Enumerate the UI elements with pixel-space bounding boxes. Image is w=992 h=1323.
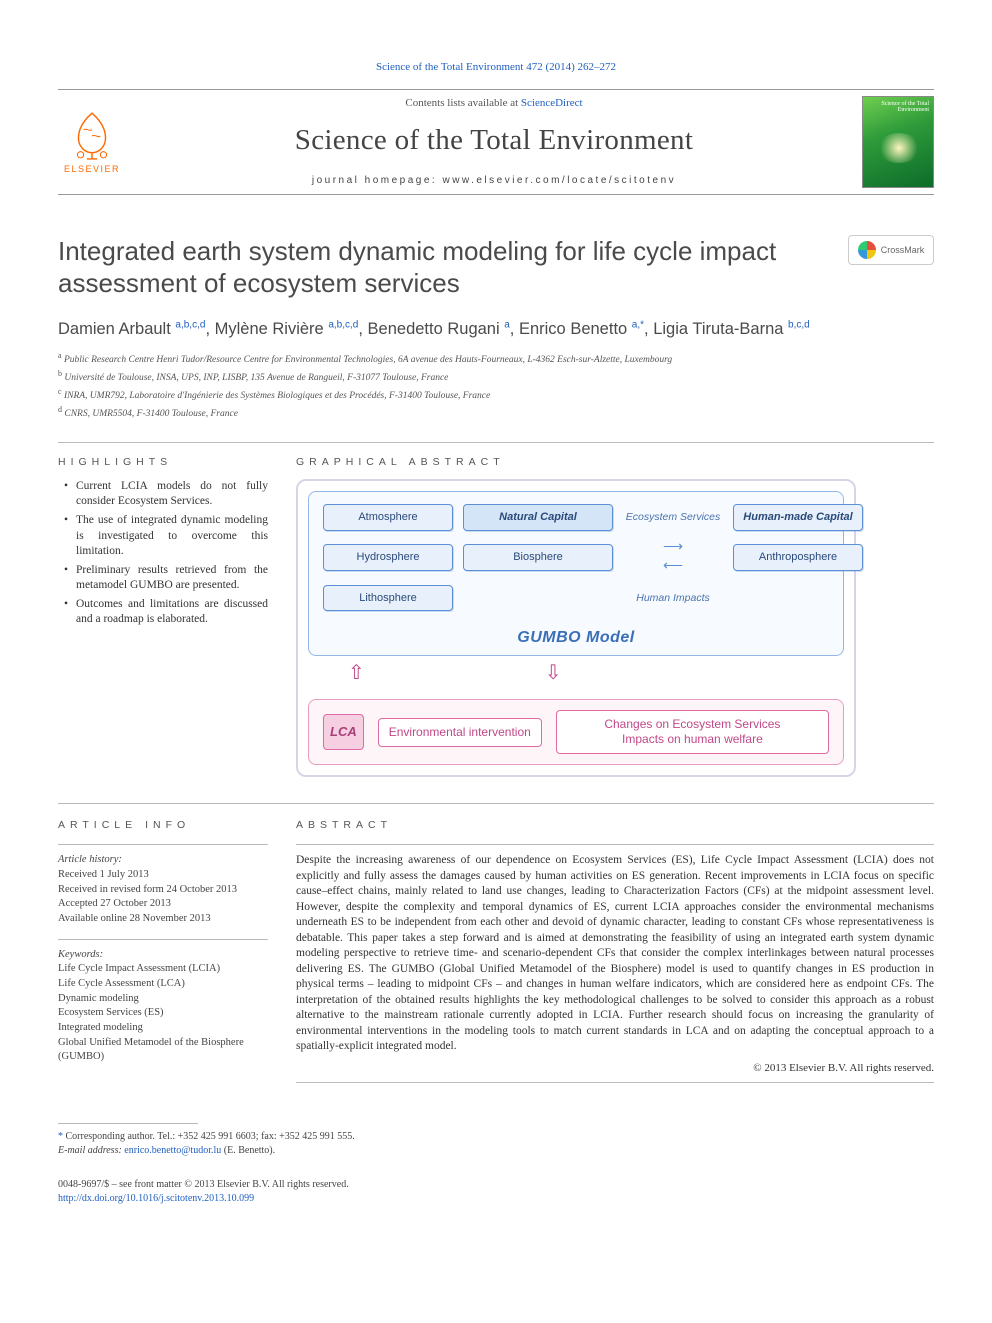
ga-label-ecosystem-services: Ecosystem Services bbox=[623, 510, 723, 524]
ga-box-hydrosphere: Hydrosphere bbox=[323, 544, 453, 571]
author-4[interactable]: Ligia Tiruta-Barna b,c,d bbox=[653, 320, 810, 338]
highlight-item: The use of integrated dynamic modeling i… bbox=[68, 513, 268, 560]
ga-box-human-capital: Human-made Capital bbox=[733, 504, 863, 531]
homepage-url[interactable]: www.elsevier.com/locate/scitotenv bbox=[442, 175, 676, 186]
highlight-item: Current LCIA models do not fully conside… bbox=[68, 479, 268, 510]
ga-model-name: GUMBO Model bbox=[323, 627, 829, 649]
journal-cover-thumbnail[interactable]: Science of the Total Environment bbox=[862, 96, 934, 188]
highlights-list: Current LCIA models do not fully conside… bbox=[58, 479, 268, 628]
history-item: Accepted 27 October 2013 bbox=[58, 897, 268, 912]
contents-prefix: Contents lists available at bbox=[405, 97, 520, 109]
journal-name: Science of the Total Environment bbox=[144, 121, 844, 160]
abstract-rule bbox=[296, 844, 934, 845]
article-info-heading: ARTICLE INFO bbox=[58, 818, 268, 832]
history-item: Received in revised form 24 October 2013 bbox=[58, 883, 268, 898]
journal-homepage: journal homepage: www.elsevier.com/locat… bbox=[144, 174, 844, 188]
sciencedirect-link[interactable]: ScienceDirect bbox=[521, 97, 583, 109]
crossmark-icon bbox=[858, 241, 876, 259]
corresponding-text: Corresponding author. Tel.: +352 425 991… bbox=[66, 1131, 355, 1142]
abstract-copyright: © 2013 Elsevier B.V. All rights reserved… bbox=[296, 1061, 934, 1076]
ga-box-biosphere: Biosphere bbox=[463, 544, 613, 571]
highlights-heading: HIGHLIGHTS bbox=[58, 455, 268, 469]
doi-link[interactable]: http://dx.doi.org/10.1016/j.scitotenv.20… bbox=[58, 1193, 254, 1204]
graphical-abstract-heading: GRAPHICAL ABSTRACT bbox=[296, 455, 934, 469]
footnote-rule bbox=[58, 1123, 198, 1124]
author-0[interactable]: Damien Arbault a,b,c,d bbox=[58, 320, 205, 338]
highlight-item: Preliminary results retrieved from the m… bbox=[68, 563, 268, 594]
keyword: Life Cycle Impact Assessment (LCIA) bbox=[58, 962, 268, 977]
email-label: E-mail address: bbox=[58, 1145, 122, 1156]
author-3[interactable]: Enrico Benetto a,* bbox=[519, 320, 644, 338]
header-top-rule bbox=[58, 89, 934, 90]
history-label: Article history: bbox=[58, 853, 268, 868]
ga-lca-box: LCA bbox=[323, 714, 364, 750]
article-history: Article history: Received 1 July 2013 Re… bbox=[58, 853, 268, 926]
article-title: Integrated earth system dynamic modeling… bbox=[58, 235, 828, 300]
keyword: Life Cycle Assessment (LCA) bbox=[58, 977, 268, 992]
elsevier-logo[interactable]: ELSEVIER bbox=[58, 103, 126, 181]
affiliation-c: c INRA, UMR792, Laboratoire d'Ingénierie… bbox=[58, 386, 934, 404]
abstract-bottom-rule bbox=[296, 1082, 934, 1083]
arrow-up-icon: ⇧ bbox=[348, 660, 365, 687]
authors-line: Damien Arbault a,b,c,d, Mylène Rivière a… bbox=[58, 318, 934, 340]
contents-line: Contents lists available at ScienceDirec… bbox=[144, 96, 844, 111]
ga-box-natural-capital: Natural Capital bbox=[463, 504, 613, 531]
keywords-block: Keywords: Life Cycle Impact Assessment (… bbox=[58, 948, 268, 1066]
graphical-abstract-figure: Atmosphere Natural Capital Ecosystem Ser… bbox=[296, 479, 856, 777]
keyword: Ecosystem Services (ES) bbox=[58, 1006, 268, 1021]
info-rule-2 bbox=[58, 939, 268, 940]
crossmark-label: CrossMark bbox=[881, 244, 925, 256]
divider-1 bbox=[58, 442, 934, 443]
author-2[interactable]: Benedetto Rugani a bbox=[368, 320, 510, 338]
elsevier-tree-icon bbox=[66, 109, 118, 161]
ga-bottom-panel: LCA Environmental intervention Changes o… bbox=[308, 699, 844, 765]
ga-arrow-right-icon: ⟶⟵ bbox=[623, 539, 723, 577]
affiliation-b: b Université de Toulouse, INSA, UPS, INP… bbox=[58, 368, 934, 386]
abstract-text: Despite the increasing awareness of our … bbox=[296, 853, 934, 1055]
top-citation[interactable]: Science of the Total Environment 472 (20… bbox=[58, 60, 934, 75]
ga-box-anthroposphere: Anthroposphere bbox=[733, 544, 863, 571]
divider-2 bbox=[58, 803, 934, 804]
elsevier-wordmark: ELSEVIER bbox=[64, 163, 120, 175]
highlight-item: Outcomes and limitations are discussed a… bbox=[68, 597, 268, 628]
footer-copyright: 0048-9697/$ – see front matter © 2013 El… bbox=[58, 1178, 934, 1192]
corresponding-footnote: * Corresponding author. Tel.: +352 425 9… bbox=[58, 1130, 934, 1158]
affiliation-d: d CNRS, UMR5504, F-31400 Toulouse, Franc… bbox=[58, 404, 934, 422]
author-1[interactable]: Mylène Rivière a,b,c,d bbox=[215, 320, 359, 338]
ga-box-atmosphere: Atmosphere bbox=[323, 504, 453, 531]
ga-env-intervention-box: Environmental intervention bbox=[378, 718, 542, 747]
journal-header: ELSEVIER Contents lists available at Sci… bbox=[58, 96, 934, 188]
ga-vertical-arrows: ⇧ ⇩ bbox=[348, 660, 844, 687]
arrow-down-icon: ⇩ bbox=[545, 660, 562, 687]
keyword: Dynamic modeling bbox=[58, 992, 268, 1007]
footer: 0048-9697/$ – see front matter © 2013 El… bbox=[58, 1178, 934, 1206]
homepage-label: journal homepage: bbox=[312, 175, 443, 186]
header-bottom-rule bbox=[58, 194, 934, 195]
cover-label: Science of the Total Environment bbox=[867, 101, 929, 113]
keywords-label: Keywords: bbox=[58, 948, 268, 963]
ga-changes-box: Changes on Ecosystem Services Impacts on… bbox=[556, 710, 829, 754]
affiliation-a: a Public Research Centre Henri Tudor/Res… bbox=[58, 350, 934, 368]
ga-label-human-impacts: Human Impacts bbox=[623, 591, 723, 605]
keyword: Global Unified Metamodel of the Biospher… bbox=[58, 1036, 268, 1065]
history-item: Received 1 July 2013 bbox=[58, 868, 268, 883]
keyword: Integrated modeling bbox=[58, 1021, 268, 1036]
corresponding-email-link[interactable]: enrico.benetto@tudor.lu bbox=[124, 1145, 221, 1156]
crossmark-badge[interactable]: CrossMark bbox=[848, 235, 934, 265]
ga-top-panel: Atmosphere Natural Capital Ecosystem Ser… bbox=[308, 491, 844, 656]
abstract-heading: ABSTRACT bbox=[296, 818, 934, 832]
ga-box-lithosphere: Lithosphere bbox=[323, 585, 453, 612]
history-item: Available online 28 November 2013 bbox=[58, 912, 268, 927]
info-rule bbox=[58, 844, 268, 845]
affiliations: a Public Research Centre Henri Tudor/Res… bbox=[58, 350, 934, 422]
email-person: (E. Benetto). bbox=[224, 1145, 275, 1156]
